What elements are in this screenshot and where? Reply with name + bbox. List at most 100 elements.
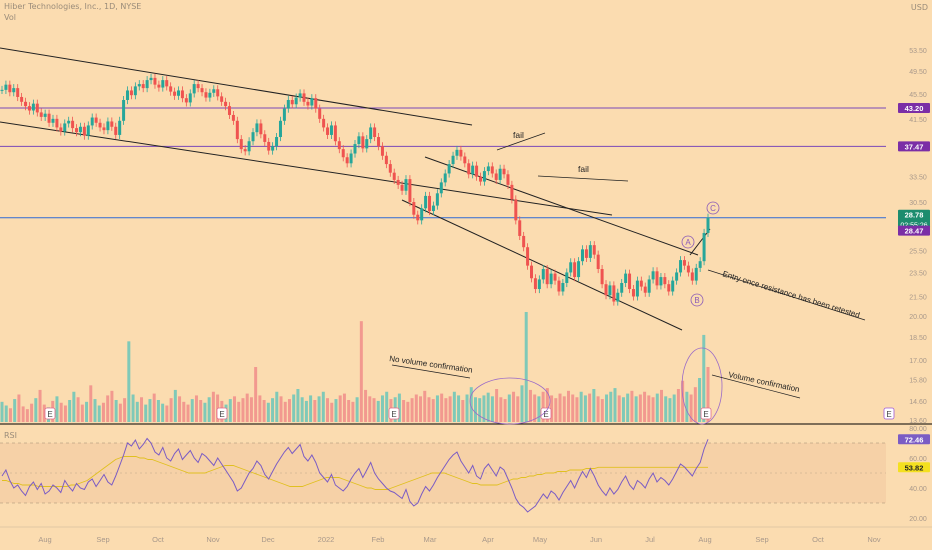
volume-bar: [423, 390, 427, 422]
candle-body: [502, 168, 506, 175]
volume-bar: [457, 395, 461, 422]
candle-body: [67, 120, 71, 124]
volume-bar: [414, 394, 418, 422]
volume-bar: [410, 398, 414, 422]
price-tag-2: [898, 209, 930, 230]
candle-body: [329, 125, 333, 135]
candle-body: [200, 88, 204, 93]
volume-bar: [528, 389, 532, 422]
price-axis-tick: 20.00: [909, 314, 927, 321]
volume-bar: [435, 395, 439, 422]
candle-body: [43, 113, 47, 117]
earnings-marker-label: E: [543, 410, 548, 419]
candle-body: [63, 123, 67, 132]
volume-bar: [689, 394, 693, 422]
time-axis-tick: Apr: [482, 535, 494, 544]
volume-bar: [76, 397, 80, 422]
volume-bar: [605, 394, 609, 422]
volume-bar: [554, 398, 558, 422]
candle-body: [471, 165, 475, 175]
candle-body: [377, 137, 381, 147]
volume-bar: [512, 391, 516, 422]
price-axis-tick: 45.50: [909, 92, 927, 99]
price-axis-tick: 17.00: [909, 358, 927, 365]
volume-bar: [165, 405, 169, 422]
volume-bar: [406, 401, 410, 422]
volume-bar: [672, 394, 676, 422]
candle-body: [682, 260, 686, 266]
volume-bar: [452, 391, 456, 422]
volume-bar: [207, 397, 211, 422]
earnings-marker-label: E: [886, 410, 891, 419]
candle-body: [8, 84, 12, 93]
candle-body: [24, 101, 28, 107]
volume-bar: [309, 395, 313, 422]
candle-body: [39, 112, 43, 117]
volume-bar: [465, 394, 469, 422]
candle-body: [302, 93, 306, 102]
volume-bar: [326, 398, 330, 422]
earnings-marker-label: E: [391, 410, 396, 419]
price-axis-tick: 41.50: [909, 117, 927, 124]
price-tag-label: 28.78: [905, 211, 924, 220]
rsi-axis-tick: 60.00: [909, 456, 927, 463]
earnings-marker-label: E: [703, 410, 708, 419]
candle-body: [690, 272, 694, 281]
candle-body: [510, 184, 514, 200]
candle-body: [545, 269, 549, 285]
candle-body: [165, 80, 169, 87]
volume-bar: [575, 397, 579, 422]
volume-bar: [643, 391, 647, 422]
time-axis-tick: Nov: [867, 535, 881, 544]
time-axis-tick: 2022: [318, 535, 335, 544]
candle-body: [592, 245, 596, 255]
candle-body: [380, 146, 384, 156]
price-axis-tick: 14.60: [909, 399, 927, 406]
trend-line-2: [424, 156, 699, 256]
wave-label-circle: [706, 201, 720, 215]
candle-body: [412, 202, 416, 215]
volume-bar: [292, 394, 296, 422]
candle-body: [428, 195, 432, 212]
volume-bar: [402, 400, 406, 422]
earnings-marker-label: E: [47, 410, 52, 419]
symbol-title: Hiber Technologies, Inc., 1D, NYSE: [4, 2, 142, 11]
time-axis-tick: Oct: [152, 535, 165, 544]
candle-body: [31, 103, 35, 111]
candle-body: [278, 120, 282, 138]
wave-label: A: [685, 238, 691, 247]
volume-bar: [317, 396, 321, 422]
volume-bar: [190, 399, 194, 422]
candle-body: [180, 90, 184, 99]
volume-bar: [262, 400, 266, 422]
volume-bar: [706, 367, 710, 422]
price-axis-tick: 15.80: [909, 378, 927, 385]
price-axis-tick: 53.50: [909, 48, 927, 55]
volume-bar: [427, 397, 431, 422]
candle-body: [90, 117, 94, 126]
candle-body: [569, 262, 573, 273]
volume-bar: [330, 402, 334, 422]
candle-body: [580, 249, 584, 262]
candle-body: [361, 136, 365, 149]
candle-body: [75, 128, 79, 133]
volume-bar: [524, 312, 528, 422]
volume-bar: [444, 398, 448, 422]
volume-bar: [651, 397, 655, 422]
volume-bar: [304, 400, 308, 422]
price-axis-tick: 25.50: [909, 248, 927, 255]
candle-body: [94, 117, 98, 123]
candle-body: [490, 166, 494, 174]
volume-bar: [676, 389, 680, 422]
candle-body: [286, 99, 290, 109]
candle-body: [337, 141, 341, 150]
volume-bar: [376, 400, 380, 422]
candle-body: [282, 108, 286, 121]
volume-bar: [588, 393, 592, 422]
volume-confirmation-arrow: [711, 374, 801, 399]
volume-bar: [173, 389, 177, 422]
volume-bar: [579, 391, 583, 422]
candle-body: [310, 98, 314, 106]
candle-body: [196, 84, 200, 89]
